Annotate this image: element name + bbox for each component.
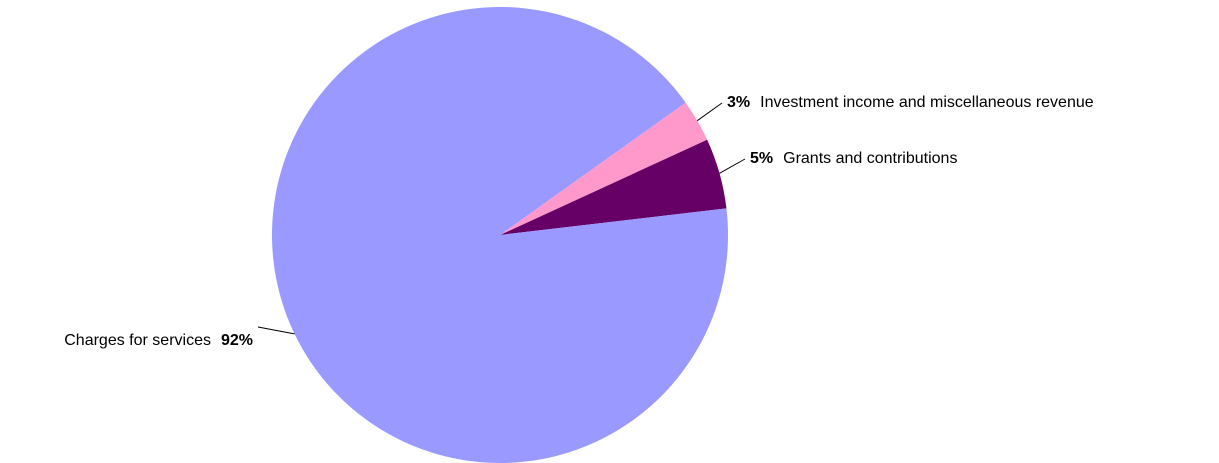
leader-line — [257, 326, 295, 335]
pie-slice — [500, 139, 727, 235]
slice-label: Grants and contributions — [783, 150, 957, 167]
value-label: 5% — [750, 150, 773, 167]
pie-slice — [272, 7, 728, 463]
slice-label: Investment income and miscellaneous reve… — [760, 94, 1094, 111]
value-label: 92% — [221, 332, 253, 349]
pie-slice — [500, 102, 708, 235]
slice-label: Charges for services — [64, 332, 211, 349]
leader-line — [696, 102, 723, 122]
value-label: 3% — [727, 94, 750, 111]
leader-line — [719, 158, 746, 174]
